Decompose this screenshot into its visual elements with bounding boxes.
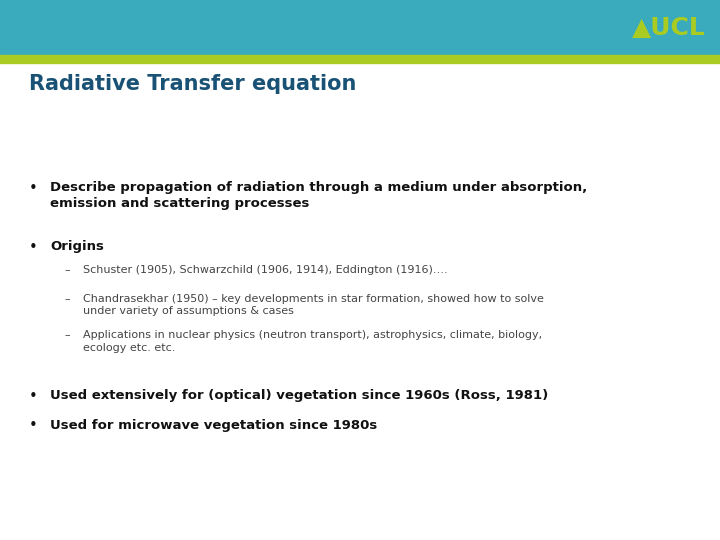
- Text: Used extensively for (optical) vegetation since 1960s (Ross, 1981): Used extensively for (optical) vegetatio…: [50, 389, 549, 402]
- Text: Radiative Transfer equation: Radiative Transfer equation: [29, 74, 356, 94]
- Text: –: –: [65, 265, 71, 275]
- Text: •: •: [29, 181, 37, 196]
- Text: •: •: [29, 389, 37, 404]
- Text: Schuster (1905), Schwarzchild (1906, 1914), Eddington (1916)….: Schuster (1905), Schwarzchild (1906, 191…: [83, 265, 447, 275]
- Text: –: –: [65, 294, 71, 304]
- Bar: [0, 0, 720, 55]
- Text: ▲UCL: ▲UCL: [632, 16, 706, 39]
- Text: •: •: [29, 418, 37, 434]
- Text: Used for microwave vegetation since 1980s: Used for microwave vegetation since 1980…: [50, 418, 378, 431]
- Text: Applications in nuclear physics (neutron transport), astrophysics, climate, biol: Applications in nuclear physics (neutron…: [83, 330, 542, 353]
- Bar: [0, 55, 720, 63]
- Text: Chandrasekhar (1950) – key developments in star formation, showed how to solve
u: Chandrasekhar (1950) – key developments …: [83, 294, 544, 316]
- Text: •: •: [29, 240, 37, 255]
- Text: Origins: Origins: [50, 240, 104, 253]
- Text: –: –: [65, 330, 71, 341]
- Text: Describe propagation of radiation through a medium under absorption,
emission an: Describe propagation of radiation throug…: [50, 181, 588, 211]
